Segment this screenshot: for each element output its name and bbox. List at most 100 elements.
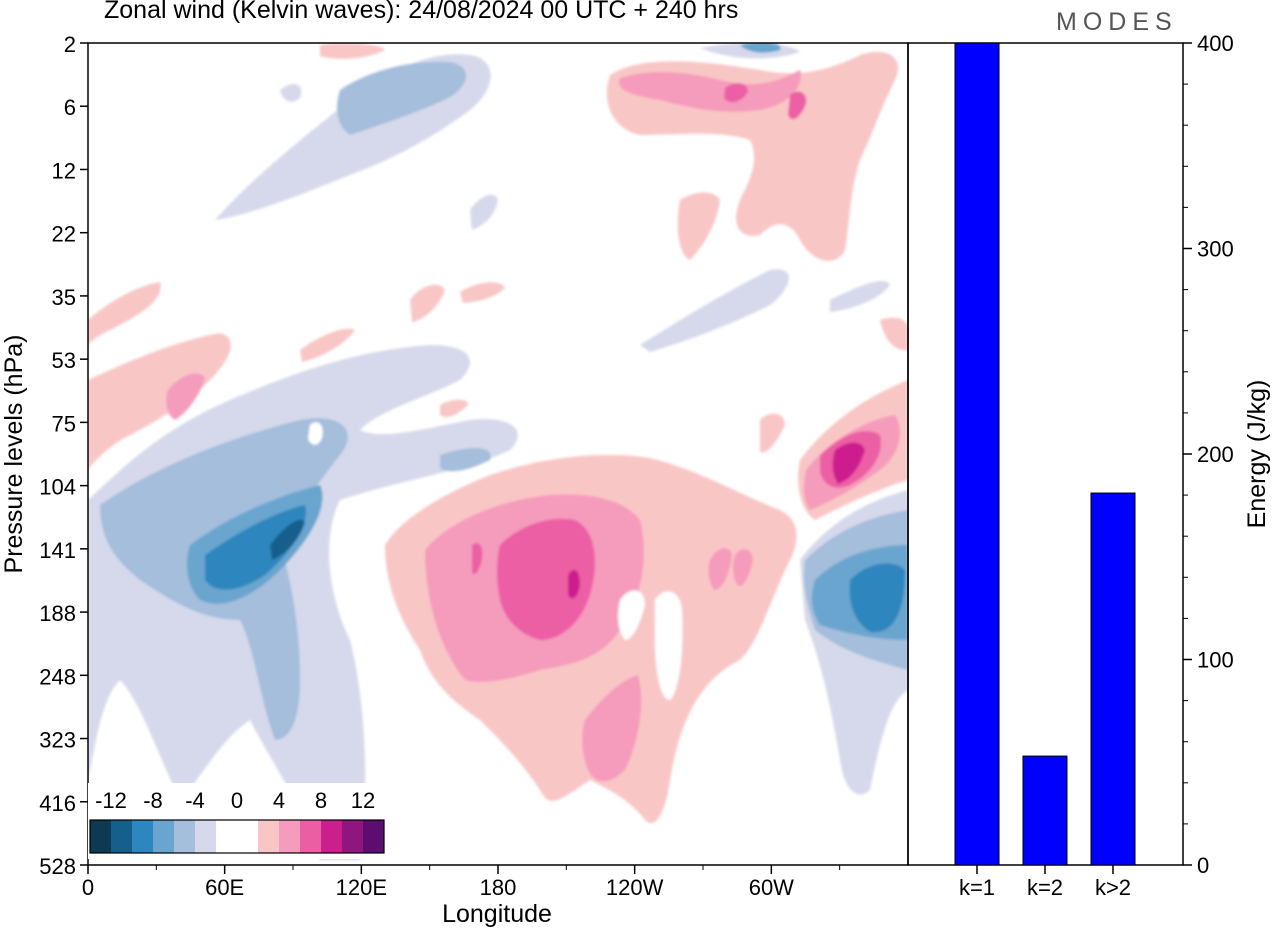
contour-easterly-strong [740, 43, 781, 53]
y-tick-label: 35 [52, 285, 76, 310]
contour-easterly-strong [205, 505, 306, 590]
y-tick-label: 416 [39, 791, 76, 816]
chart-title: Zonal wind (Kelvin waves): 24/08/2024 00… [104, 0, 739, 24]
y-tick-label: 104 [39, 475, 76, 500]
bar-y-tick-label: 100 [1197, 648, 1234, 673]
contour-westerly-strong [832, 442, 865, 484]
legend-swatch [258, 820, 279, 853]
legend-swatch [321, 820, 342, 853]
bar-category-label: k=2 [1027, 875, 1063, 900]
bar-y-tick-label: 400 [1197, 31, 1234, 56]
y-tick-label: 528 [39, 854, 76, 879]
energy-bar [1022, 755, 1068, 866]
contour-easterly-strong [849, 563, 905, 633]
legend-label: 12 [351, 788, 375, 813]
contour-westerly-strong [472, 543, 483, 575]
y-tick-label: 12 [52, 158, 76, 183]
contour-easterly-weak [88, 510, 97, 690]
y-tick-label: 323 [39, 728, 76, 753]
x-axis-label: Longitude [442, 900, 552, 928]
contour-zero-gap [308, 422, 323, 445]
legend-swatch [342, 820, 363, 853]
color-legend: -12 -8 -4 0 4 8 12 [88, 783, 385, 859]
longitude-axis: 0 60E 120E 180 120W 60W [82, 865, 841, 900]
energy-bar [1090, 492, 1136, 866]
y-tick-label: 75 [52, 411, 76, 436]
legend-swatch [195, 820, 216, 853]
contour-westerly-weak [677, 192, 720, 260]
energy-bars [954, 42, 1136, 866]
contour-westerly-moderate [582, 675, 642, 782]
energy-axis: 0 100 200 300 400 [1183, 31, 1234, 878]
contour-westerly-weak [460, 282, 505, 303]
bar-category-label: k=1 [959, 875, 995, 900]
bar-y-tick-label: 300 [1197, 237, 1234, 262]
contour-westerly-moderate [619, 70, 801, 112]
contour-easterly-moderate [440, 448, 491, 472]
contour-easterly-weak [280, 83, 302, 102]
contour-zero-gap [617, 590, 645, 640]
contour-easterly-weak [830, 280, 890, 312]
y-tick-label: 22 [52, 222, 76, 247]
energy-bar [954, 42, 1000, 866]
pressure-axis: 2 6 12 22 35 53 75 104 141 188 248 323 416 528 [39, 32, 88, 879]
contour-easterly-strong [270, 519, 305, 560]
y-tick-label: 141 [39, 538, 76, 563]
legend-swatch [279, 820, 300, 853]
y-tick-label: 6 [64, 95, 76, 120]
contour-easterly-weak [470, 194, 498, 230]
contour-easterly-weak [640, 269, 789, 352]
contour-westerly-weak [410, 284, 445, 322]
legend-swatch [153, 820, 174, 853]
x-tick-label: 60W [749, 875, 794, 900]
legend-swatch-frame [89, 819, 385, 854]
legend-swatch [174, 820, 195, 853]
bar-frame [907, 42, 1184, 866]
legend-label: -4 [185, 788, 205, 813]
legend-label: -12 [95, 788, 127, 813]
y-tick-label: 53 [52, 348, 76, 373]
y-axis-label: Pressure levels (hPa) [0, 335, 28, 574]
legend-swatch [111, 820, 132, 853]
energy-bar-chart: 0 100 200 300 400 k=1 k=2 k>2 Energy (J/kg) [907, 31, 1271, 900]
contour-westerly-moderate [166, 373, 205, 420]
y-tick-label: 2 [64, 32, 76, 57]
contour-easterly-moderate [337, 61, 467, 135]
contour-westerly-moderate [708, 548, 732, 590]
legend-swatch [132, 820, 153, 853]
contour-westerly-moderate [732, 548, 753, 586]
contour-westerly-strong [497, 518, 595, 640]
legend-swatches [89, 819, 385, 854]
legend-label: 0 [231, 788, 243, 813]
bar-category-label: k>2 [1095, 875, 1131, 900]
x-tick-label: 0 [82, 875, 94, 900]
legend-label: 4 [273, 788, 285, 813]
legend-swatch [300, 820, 321, 853]
legend-swatch [90, 820, 111, 853]
legend-swatch [237, 820, 258, 853]
contour-westerly-weak [760, 413, 785, 453]
contour-westerly-weak [320, 43, 385, 59]
x-tick-label: 120E [336, 875, 387, 900]
legend-swatch [363, 820, 384, 853]
x-tick-label: 180 [480, 875, 517, 900]
contour-westerly-weak [88, 282, 161, 345]
legend-labels: -12 -8 -4 0 4 8 12 [95, 788, 375, 813]
bar-y-tick-label: 200 [1197, 442, 1234, 467]
legend-swatch [216, 820, 237, 853]
contour-westerly-weak [300, 328, 355, 362]
contour-westerly-strong [788, 91, 807, 120]
legend-label: 8 [315, 788, 327, 813]
x-tick-label: 60E [205, 875, 244, 900]
hovmoller-heatmap: 2 6 12 22 35 53 75 104 141 188 248 323 416 528 0 60E 12… [0, 32, 909, 928]
wavenumber-axis: k=1 k=2 k>2 [959, 865, 1131, 900]
modes-logo: MODES [1056, 8, 1178, 36]
contour-westerly-weak [880, 317, 908, 351]
contour-westerly-strong [724, 83, 748, 103]
y-tick-label: 248 [39, 664, 76, 689]
y-tick-label: 188 [39, 601, 76, 626]
contour-zero-gap [655, 591, 683, 700]
bar-y-tick-label: 0 [1197, 853, 1209, 878]
